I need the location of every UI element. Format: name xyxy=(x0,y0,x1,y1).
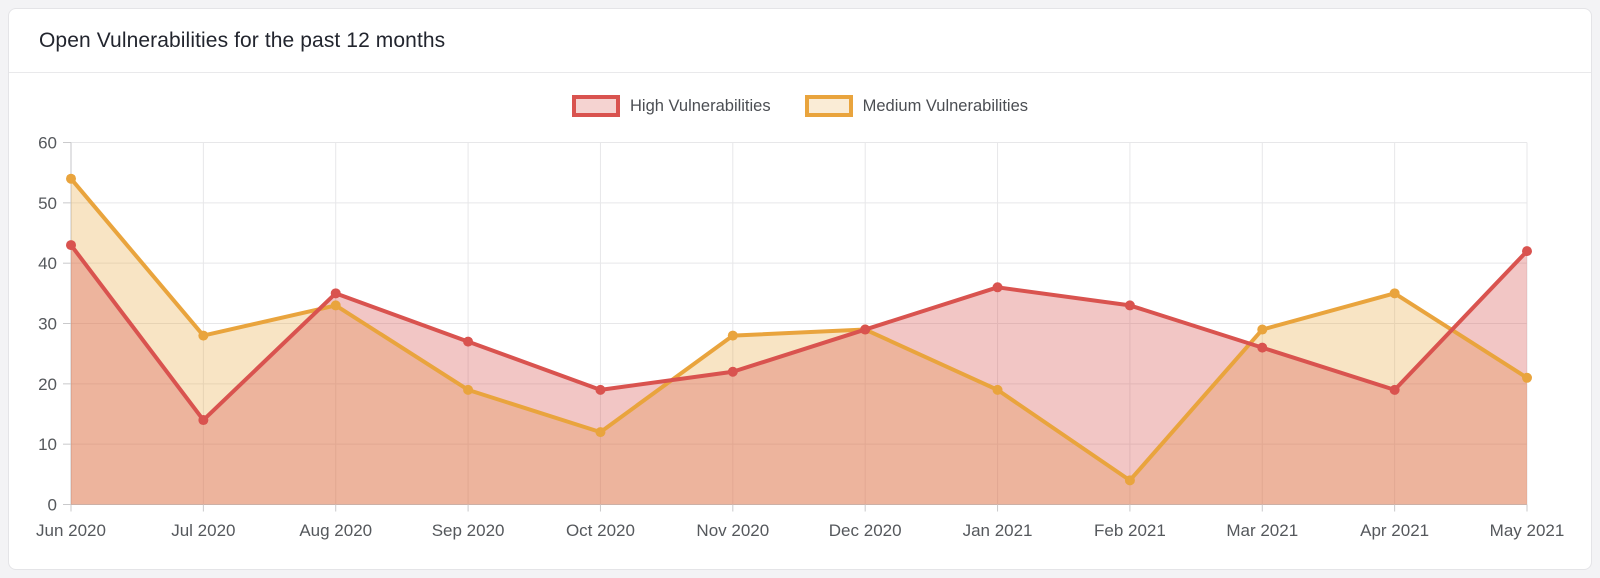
area-high xyxy=(71,245,1527,505)
vulnerabilities-chart[interactable]: 0 10 20 30 40 50 60 Jun 2020 Jul 2020 Aug 2020 Sep… xyxy=(9,9,1593,571)
x-tick-label: Oct 2020 xyxy=(566,521,635,540)
data-point-high[interactable] xyxy=(727,366,738,377)
data-point-medium[interactable] xyxy=(595,427,606,438)
data-point-high[interactable] xyxy=(1257,342,1268,353)
x-tick-label: Jan 2021 xyxy=(963,521,1033,540)
legend-swatch-medium-icon xyxy=(804,95,853,117)
data-point-medium[interactable] xyxy=(463,384,474,395)
x-tick-label: Sep 2020 xyxy=(432,521,505,540)
data-point-medium[interactable] xyxy=(1257,324,1268,335)
data-point-high[interactable] xyxy=(66,240,76,251)
line-high xyxy=(69,243,1529,423)
data-point-medium[interactable] xyxy=(198,330,209,341)
y-tick-label: 20 xyxy=(38,375,57,394)
y-tick-label: 10 xyxy=(38,435,57,454)
data-point-medium[interactable] xyxy=(727,330,738,341)
area-medium xyxy=(71,178,1527,505)
y-tick-label: 40 xyxy=(38,254,57,273)
y-tick-label: 0 xyxy=(48,496,57,515)
data-point-high[interactable] xyxy=(198,415,209,426)
data-point-high[interactable] xyxy=(992,282,1003,293)
vulnerabilities-card: Open Vulnerabilities for the past 12 mon… xyxy=(8,8,1592,570)
chart-legend: High Vulnerabilities Medium Vulnerabilit… xyxy=(9,95,1591,117)
data-point-high[interactable] xyxy=(595,384,606,395)
data-point-high[interactable] xyxy=(1389,384,1400,395)
y-tick-label: 50 xyxy=(38,194,57,213)
data-point-medium[interactable] xyxy=(1389,288,1400,299)
data-point-high[interactable] xyxy=(1522,246,1532,257)
y-tick-label: 60 xyxy=(38,134,57,153)
y-tick-label: 30 xyxy=(38,315,57,334)
data-point-medium[interactable] xyxy=(66,173,76,184)
x-tick-label: Aug 2020 xyxy=(299,521,372,540)
x-tick-label: Mar 2021 xyxy=(1226,521,1298,540)
legend-item-medium[interactable]: Medium Vulnerabilities xyxy=(804,95,1029,117)
data-point-high[interactable] xyxy=(860,324,871,335)
x-tick-label: Jul 2020 xyxy=(171,521,235,540)
data-point-medium[interactable] xyxy=(992,384,1003,395)
legend-label-high: High Vulnerabilities xyxy=(629,96,771,115)
data-point-medium[interactable] xyxy=(1124,475,1135,486)
legend-item-high[interactable]: High Vulnerabilities xyxy=(571,95,771,117)
x-tick-label: May 2021 xyxy=(1490,521,1565,540)
x-tick-label: Apr 2021 xyxy=(1360,521,1429,540)
legend-label-medium: Medium Vulnerabilities xyxy=(862,96,1029,115)
data-point-medium[interactable] xyxy=(1522,372,1532,383)
line-medium xyxy=(69,176,1529,483)
x-tick-label: Nov 2020 xyxy=(696,521,769,540)
page-title: Open Vulnerabilities for the past 12 mon… xyxy=(39,28,446,52)
data-point-high[interactable] xyxy=(463,336,474,347)
legend-swatch-high-icon xyxy=(571,95,620,117)
card-header: Open Vulnerabilities for the past 12 mon… xyxy=(9,9,1591,73)
data-point-medium[interactable] xyxy=(330,300,341,311)
x-tick-label: Dec 2020 xyxy=(829,521,902,540)
data-point-high[interactable] xyxy=(330,288,341,299)
x-tick-label: Feb 2021 xyxy=(1094,521,1166,540)
x-tick-label: Jun 2020 xyxy=(36,521,106,540)
data-point-high[interactable] xyxy=(1124,300,1135,311)
